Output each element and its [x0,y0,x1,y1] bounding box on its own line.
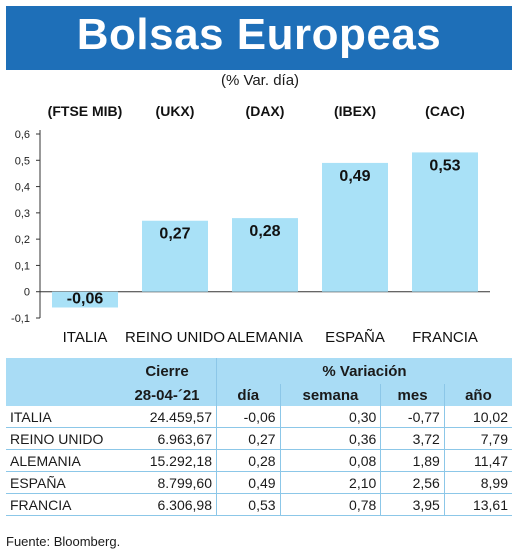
table-row: ESPAÑA 8.799,60 0,49 2,10 2,56 8,99 [6,471,512,494]
row-mes: 3,72 [380,427,445,450]
row-semana: 2,10 [280,471,382,494]
table-row: ITALIA 24.459,57 -0,06 0,30 -0,77 10,02 [6,406,512,428]
row-close: 8.799,60 [118,471,217,494]
row-ano: 11,47 [444,449,512,472]
row-name: REINO UNIDO [6,427,118,450]
x-tick-label: ESPAÑA [325,329,385,346]
col-mes-header: mes [380,384,445,406]
data-label: 0,27 [159,226,190,243]
col-ano-header: año [444,384,512,406]
bar-chart: 0,6 0,5 0,4 0,3 0,2 0,1 0 -0,1 -0,06 (FTSE MIB) IT… [11,103,490,346]
index-label: (IBEX) [334,103,376,119]
row-dia: 0,28 [216,449,281,472]
row-close: 15.292,18 [118,449,217,472]
data-label: -0,06 [67,291,104,308]
index-label: (UKX) [156,103,195,119]
row-mes: 2,56 [380,471,445,494]
data-label: 0,49 [339,168,370,185]
y-tick-label: 0,4 [15,182,30,194]
x-tick-label: FRANCIA [412,329,478,346]
row-ano: 10,02 [444,406,512,428]
close-header: Cierre [118,358,217,384]
row-name: FRANCIA [6,493,118,516]
col-dia-header: día [216,384,281,406]
bar [232,218,298,292]
y-tick-label: 0,2 [15,234,30,246]
row-semana: 0,78 [280,493,382,516]
table-row: ALEMANIA 15.292,18 0,28 0,08 1,89 11,47 [6,449,512,472]
table-row: FRANCIA 6.306,98 0,53 0,78 3,95 13,61 [6,493,512,516]
bar [142,220,208,292]
index-label: (FTSE MIB) [48,103,123,119]
indices-table: Cierre % Variación 28-04-´21 día semana … [6,358,512,516]
row-name: ESPAÑA [6,471,118,494]
bar [412,152,478,292]
row-ano: 8,99 [444,471,512,494]
x-tick-label: ITALIA [63,329,108,346]
row-close: 6.963,67 [118,427,217,450]
x-tick-label: ALEMANIA [227,329,303,346]
table-row: REINO UNIDO 6.963,67 0,27 0,36 3,72 7,79 [6,427,512,450]
variation-header: % Variación [216,358,512,384]
y-tick-label: 0 [24,287,30,299]
row-dia: 0,27 [216,427,281,450]
data-label: 0,28 [249,223,280,240]
index-label: (DAX) [246,103,285,119]
chart-subtitle: (% Var. día) [220,72,300,89]
row-name: ALEMANIA [6,449,118,472]
row-dia: 0,49 [216,471,281,494]
row-ano: 13,61 [444,493,512,516]
table-header-columns: 28-04-´21 día semana mes año [6,384,512,406]
title-banner: Bolsas Europeas [6,6,512,70]
row-close: 6.306,98 [118,493,217,516]
row-name: ITALIA [6,406,118,428]
row-mes: -0,77 [380,406,445,428]
table-header-group: Cierre % Variación [6,358,512,384]
y-tick-label: -0,1 [11,313,30,325]
row-semana: 0,08 [280,449,382,472]
y-tick-label: 0,5 [15,155,30,167]
page-title: Bolsas Europeas [76,10,442,59]
row-semana: 0,30 [280,406,382,428]
y-tick-label: 0,3 [15,208,30,220]
row-dia: 0,53 [216,493,281,516]
index-label: (CAC) [425,103,465,119]
close-date-header: 28-04-´21 [118,384,217,406]
x-tick-label: REINO UNIDO [125,329,225,346]
y-tick-label: 0,1 [15,260,30,272]
col-semana-header: semana [280,384,382,406]
row-mes: 3,95 [380,493,445,516]
row-close: 24.459,57 [118,406,217,428]
bar [322,162,388,292]
row-dia: -0,06 [216,406,281,428]
row-mes: 1,89 [380,449,445,472]
source-note: Fuente: Bloomberg. [6,534,121,549]
row-ano: 7,79 [444,427,512,450]
row-semana: 0,36 [280,427,382,450]
y-tick-label: 0,6 [15,129,30,141]
bar [52,291,118,308]
data-label: 0,53 [429,157,460,174]
